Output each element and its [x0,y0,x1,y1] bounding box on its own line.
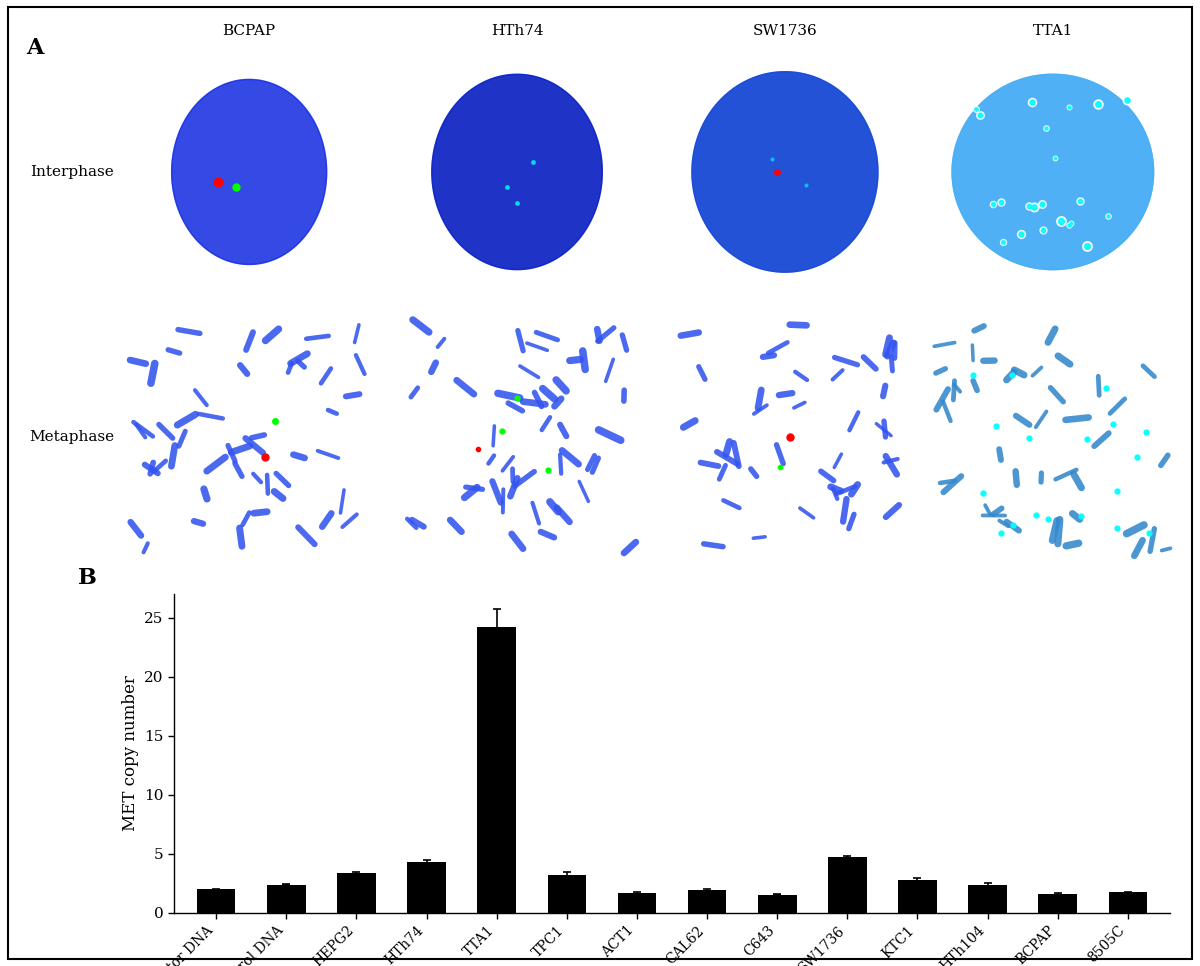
Text: Metaphase: Metaphase [29,430,114,443]
Bar [407,862,445,913]
Bar [899,880,937,913]
Polygon shape [172,79,326,265]
Text: A: A [26,37,43,59]
Bar [688,891,726,913]
Text: HTh74: HTh74 [491,24,544,38]
Text: BCPAP: BCPAP [222,24,276,38]
Text: B: B [78,567,97,589]
Bar [197,890,235,913]
Bar [618,894,656,913]
Bar [266,885,306,913]
Text: SW1736: SW1736 [752,24,817,38]
Bar [968,885,1007,913]
Bar [478,627,516,913]
Bar [1038,894,1078,913]
Polygon shape [692,71,878,272]
Polygon shape [952,74,1153,270]
Polygon shape [952,74,1153,270]
Bar [758,895,797,913]
Bar [828,858,866,913]
Bar [547,875,586,913]
Polygon shape [172,79,326,265]
Bar [337,873,376,913]
Y-axis label: MET copy number: MET copy number [121,675,138,832]
Text: Interphase: Interphase [30,165,114,179]
Polygon shape [952,74,1153,270]
Text: TTA1: TTA1 [1033,24,1073,38]
Bar [1109,893,1147,913]
Polygon shape [432,74,602,270]
Polygon shape [692,71,878,272]
Polygon shape [432,74,602,270]
